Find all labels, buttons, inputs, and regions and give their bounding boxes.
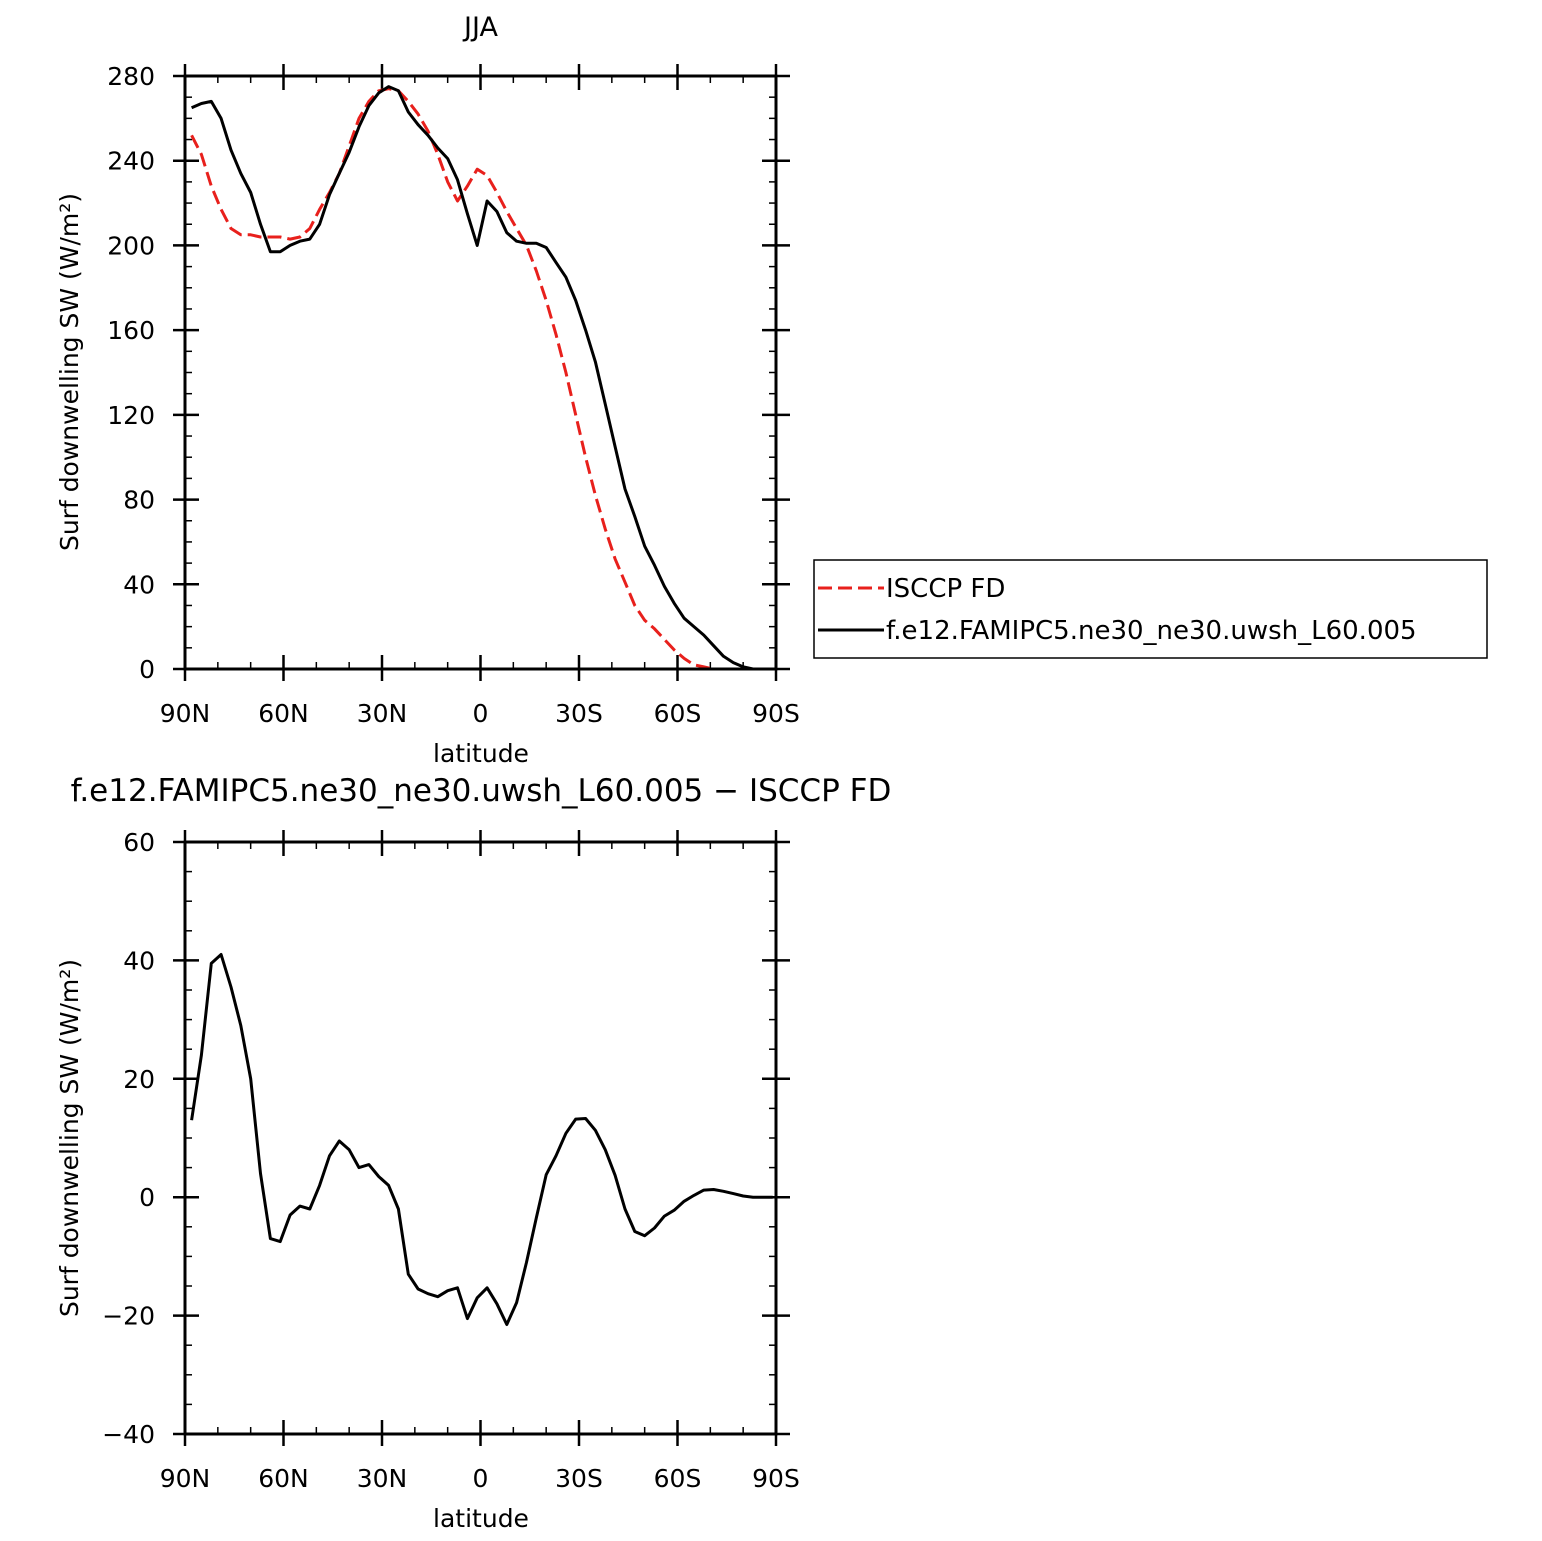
top-chart-series [190, 85, 773, 671]
y-tick-label: 240 [107, 147, 155, 176]
bottom-chart-xlabel: latitude [433, 1504, 529, 1533]
top-chart-ticks [173, 64, 790, 681]
legend-label-isccp: ISCCP FD [886, 574, 1005, 604]
y-tick-label: −20 [102, 1302, 155, 1331]
y-tick-label: 200 [107, 231, 155, 260]
y-tick-label: −40 [102, 1420, 155, 1449]
bottom-chart: f.e12.FAMIPC5.ne30_ne30.uwsh_L60.005 − I… [55, 773, 891, 1533]
top-chart-ylabel: Surf downwelling SW (W/m²) [55, 193, 84, 551]
y-tick-label: 0 [139, 1183, 155, 1212]
difference-series-line [190, 953, 773, 1326]
x-tick-label: 30N [357, 1464, 408, 1493]
legend-label-model: f.e12.FAMIPC5.ne30_ne30.uwsh_L60.005 [886, 616, 1417, 646]
bottom-chart-ylabel: Surf downwelling SW (W/m²) [55, 959, 84, 1317]
y-tick-label: 160 [107, 316, 155, 345]
bottom-chart-series [190, 953, 773, 1326]
y-tick-label: 0 [139, 655, 155, 684]
y-tick-label: 40 [123, 570, 155, 599]
isccp-fd-series-line [190, 87, 773, 671]
x-tick-label: 30S [555, 1464, 603, 1493]
legend: ISCCP FD f.e12.FAMIPC5.ne30_ne30.uwsh_L6… [813, 559, 1488, 659]
top-chart-tick-labels: 0 40 80 120 160 200 240 280 90N 60N 30N 0 30S 60S 90S [107, 62, 800, 728]
x-tick-label: 30S [555, 699, 603, 728]
bottom-chart-tick-labels: −40 −20 0 20 40 60 90N 60N 30N 0 30S 60S 90S [102, 828, 800, 1493]
x-tick-label: 30N [357, 699, 408, 728]
legend-box [813, 559, 1488, 659]
bottom-chart-title: f.e12.FAMIPC5.ne30_ne30.uwsh_L60.005 − I… [71, 773, 892, 809]
x-tick-label: 60S [654, 1464, 702, 1493]
x-tick-label: 60N [258, 699, 309, 728]
bottom-chart-frame [183, 840, 778, 1436]
x-tick-label: 60S [654, 699, 702, 728]
x-tick-label: 90N [160, 1464, 211, 1493]
x-tick-label: 0 [473, 699, 489, 728]
top-chart: JJA 0 40 80 120 160 200 240 280 90N 60N 30N 0 30S 60S… [55, 12, 800, 768]
x-tick-label: 0 [473, 1464, 489, 1493]
y-tick-label: 80 [123, 486, 155, 515]
model-series-line [190, 85, 773, 671]
top-chart-xlabel: latitude [433, 739, 529, 768]
y-tick-label: 280 [107, 62, 155, 91]
y-tick-label: 20 [123, 1065, 155, 1094]
y-tick-label: 40 [123, 946, 155, 975]
y-tick-label: 60 [123, 828, 155, 857]
y-tick-label: 120 [107, 401, 155, 430]
x-tick-label: 60N [258, 1464, 309, 1493]
bottom-chart-ticks [173, 830, 790, 1446]
top-chart-title: JJA [462, 12, 498, 43]
x-tick-label: 90S [752, 699, 800, 728]
x-tick-label: 90S [752, 1464, 800, 1493]
top-chart-frame [183, 74, 778, 671]
x-tick-label: 90N [160, 699, 211, 728]
